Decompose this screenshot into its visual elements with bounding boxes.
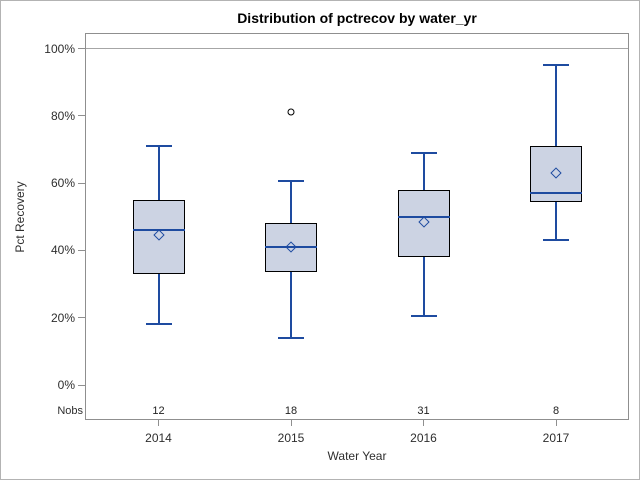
whisker-lower-stem xyxy=(290,272,292,338)
whisker-upper-stem xyxy=(290,181,292,224)
whisker-upper-cap xyxy=(410,151,437,154)
x-tick-label: 2016 xyxy=(410,431,437,445)
y-tick-label: 80% xyxy=(50,108,75,123)
whisker-lower-stem xyxy=(555,201,557,241)
y-tick-label: 60% xyxy=(50,176,75,191)
y-tick-label: 100% xyxy=(44,41,75,56)
whisker-lower-cap xyxy=(410,315,437,318)
y-tick-label: 20% xyxy=(50,310,75,325)
x-tick-label: 2014 xyxy=(145,431,172,445)
median-line xyxy=(265,246,317,249)
whisker-lower-cap xyxy=(278,336,304,339)
median-line xyxy=(530,192,582,195)
y-axis-label: Pct Recovery xyxy=(13,181,27,253)
y-tick-mark xyxy=(78,182,85,184)
y-tick-mark xyxy=(78,317,85,319)
x-tick-label: 2015 xyxy=(277,431,305,445)
x-axis-label: Water Year xyxy=(327,449,387,463)
nobs-value: 8 xyxy=(552,405,560,417)
whisker-lower-stem xyxy=(422,257,425,316)
y-tick-mark xyxy=(78,384,85,386)
outlier-circle-marker xyxy=(287,108,295,116)
iqr-box xyxy=(397,189,450,258)
whisker-upper-cap xyxy=(543,64,569,67)
iqr-box xyxy=(132,199,185,274)
whisker-upper-stem xyxy=(555,65,557,147)
whisker-upper-cap xyxy=(278,180,304,183)
x-tick-mark xyxy=(158,420,159,426)
x-tick-label: 2017 xyxy=(542,431,570,445)
chart-title: Distribution of pctrecov by water_yr xyxy=(237,10,477,26)
x-tick-mark xyxy=(290,420,292,426)
whisker-upper-stem xyxy=(422,152,425,190)
whisker-lower-cap xyxy=(543,239,569,242)
y-tick-label: 0% xyxy=(57,378,75,392)
whisker-lower-stem xyxy=(157,273,160,325)
y-tick-mark xyxy=(78,249,85,251)
whisker-lower-cap xyxy=(145,323,172,326)
refline-100pct xyxy=(86,48,628,49)
nobs-value: 31 xyxy=(417,405,430,417)
median-line xyxy=(132,229,185,232)
whisker-upper-cap xyxy=(145,145,172,148)
y-tick-mark xyxy=(78,115,85,117)
nobs-value: 12 xyxy=(152,405,165,417)
x-tick-mark xyxy=(555,420,557,426)
median-line xyxy=(397,215,450,218)
y-tick-label: 40% xyxy=(50,243,75,258)
y-tick-mark xyxy=(78,48,85,49)
x-tick-mark xyxy=(423,420,424,426)
nobs-row-label: Nobs xyxy=(57,405,83,417)
nobs-value: 18 xyxy=(284,405,298,417)
whisker-upper-stem xyxy=(157,146,160,200)
